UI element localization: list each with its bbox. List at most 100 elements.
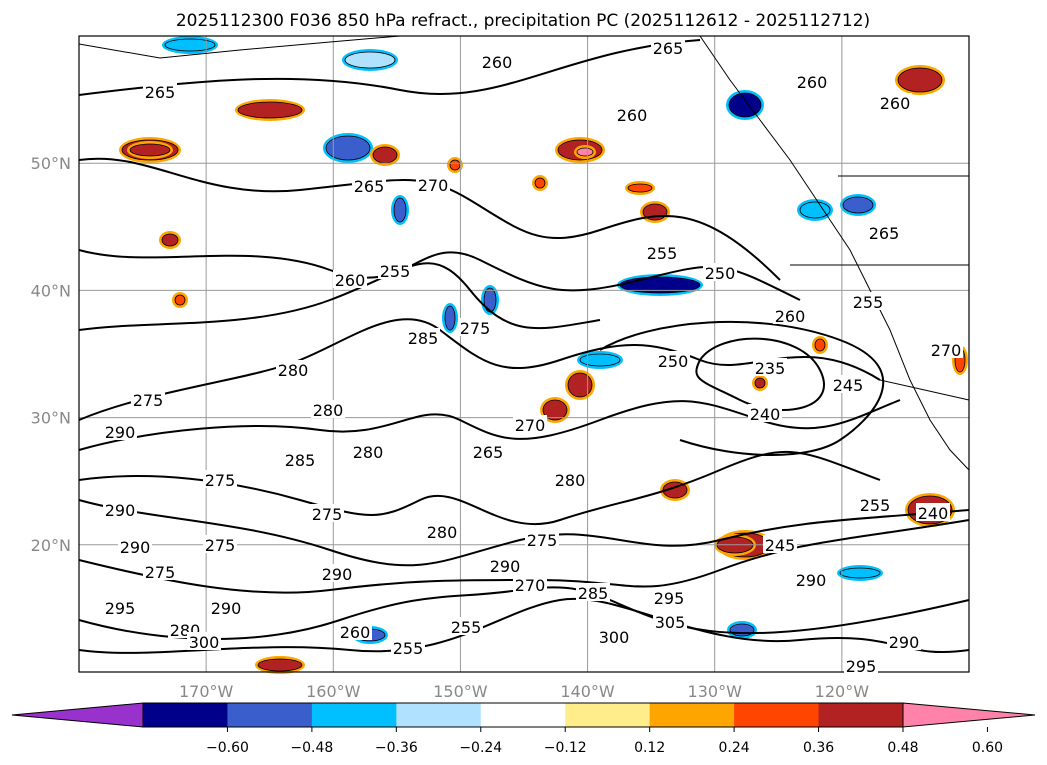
contour-label: 280 <box>555 471 586 490</box>
colorbar-tick-label: 0.60 <box>972 740 1003 756</box>
colorbar-swatch <box>480 703 566 727</box>
contour-label-bg <box>703 263 737 281</box>
colorbar-tick-label: −0.48 <box>290 740 333 756</box>
contour-label-bg <box>320 564 354 582</box>
precip-blob <box>449 159 461 171</box>
contour-label: 290 <box>120 538 151 557</box>
contour-label: 275 <box>145 563 176 582</box>
contour-label: 290 <box>889 633 920 652</box>
contour-label-bg <box>449 617 483 635</box>
precip-blob <box>567 372 593 398</box>
contour-label-bg <box>753 358 787 376</box>
colorbar-swatch <box>143 703 228 727</box>
colorbar-tick-label: 0.24 <box>719 740 750 756</box>
contour-label-bg <box>851 292 885 310</box>
precip-blob <box>839 567 881 579</box>
contour-label-bg <box>425 522 459 540</box>
lon-tick-label: 170°W <box>179 682 234 701</box>
contour-label-bg <box>283 450 317 468</box>
lon-tick-label: 160°W <box>306 682 361 701</box>
contour-label-bg <box>858 495 892 513</box>
contour-line <box>78 39 701 96</box>
precip-blob <box>627 183 653 193</box>
contour-label-bg <box>844 656 878 674</box>
contour-label: 285 <box>285 451 316 470</box>
colorbar-extend-min <box>11 702 144 728</box>
contour-label-bg <box>513 415 547 433</box>
contour-label: 270 <box>418 176 449 195</box>
contour-label-bg <box>338 622 372 640</box>
contour-label: 265 <box>354 177 385 196</box>
contour-label-bg <box>118 537 152 555</box>
contour-label: 280 <box>427 523 458 542</box>
lat-tick-label: 20°N <box>31 536 71 555</box>
colorbar-frame <box>142 702 904 728</box>
precip-blob <box>754 377 766 389</box>
precip-blob <box>534 177 546 189</box>
contour-label: 255 <box>860 496 891 515</box>
contour-label-bg <box>103 598 137 616</box>
contour-label: 255 <box>393 639 424 658</box>
refractivity-contours <box>78 39 970 654</box>
contour-label: 290 <box>322 565 353 584</box>
contour-label-bg <box>276 360 310 378</box>
lon-tick-label: 140°W <box>560 682 615 701</box>
contour-label-bg <box>131 390 165 408</box>
precip-blob <box>799 201 831 219</box>
contour-label: 275 <box>527 531 558 550</box>
contour-label-bg <box>378 261 412 279</box>
contour-label: 275 <box>205 471 236 490</box>
precip-blob <box>729 623 755 637</box>
contour-label: 245 <box>765 536 796 555</box>
precip-blob <box>842 196 874 214</box>
contour-label: 270 <box>515 416 546 435</box>
contour-label-bg <box>471 442 505 460</box>
contour-label-bg <box>203 470 237 488</box>
contour-label: 250 <box>658 352 689 371</box>
precip-blob <box>576 147 594 157</box>
colorbar-swatch <box>818 703 904 727</box>
axis-ticks: 50°N 40°N 30°N 20°N 170°W 160°W 150°W 140°W 130°… <box>31 154 870 701</box>
contour-line <box>78 318 881 421</box>
contour-label: 260 <box>335 271 366 290</box>
precip-blob <box>542 399 568 421</box>
precip-blob <box>483 287 497 313</box>
contour-label: 255 <box>647 244 678 263</box>
contour-label: 290 <box>490 557 521 576</box>
contour-label: 255 <box>451 618 482 637</box>
contour-label-bg <box>480 52 514 70</box>
colorbar-tick-label: 0.12 <box>634 740 665 756</box>
precip-blob <box>344 51 396 69</box>
precip-blob <box>579 353 621 367</box>
contour-label-bg <box>576 583 610 601</box>
contour-label: 260 <box>340 623 371 642</box>
contour-label-bg <box>351 442 385 460</box>
contour-label: 300 <box>189 633 220 652</box>
contour-label-bg <box>887 632 921 650</box>
contour-label: 280 <box>313 401 344 420</box>
contour-label: 290 <box>211 599 242 618</box>
precip-blob <box>257 658 303 672</box>
contour-label-bg <box>652 588 686 606</box>
precip-blob <box>325 135 371 161</box>
contour-label: 295 <box>105 599 136 618</box>
map-frame <box>78 35 970 673</box>
colorbar-tick-label: 0.48 <box>887 740 918 756</box>
lon-tick-label: 150°W <box>433 682 488 701</box>
lat-tick-label: 50°N <box>31 154 71 173</box>
colorbar-swatch <box>396 703 482 727</box>
contour-line <box>78 450 881 526</box>
contour-label: 260 <box>482 53 513 72</box>
contour-label-bg <box>794 570 828 588</box>
contour-label: 290 <box>105 423 136 442</box>
contour-label: 275 <box>205 536 236 555</box>
contour-label: 260 <box>797 73 828 92</box>
contour-label-bg <box>488 556 522 574</box>
contour-label: 250 <box>705 264 736 283</box>
precipitation-shading <box>119 36 968 674</box>
contour-label: 290 <box>796 571 827 590</box>
contour-label-bg <box>651 38 685 56</box>
contour-label: 235 <box>755 359 786 378</box>
contour-label-bg <box>103 422 137 440</box>
precip-blob <box>728 92 762 118</box>
